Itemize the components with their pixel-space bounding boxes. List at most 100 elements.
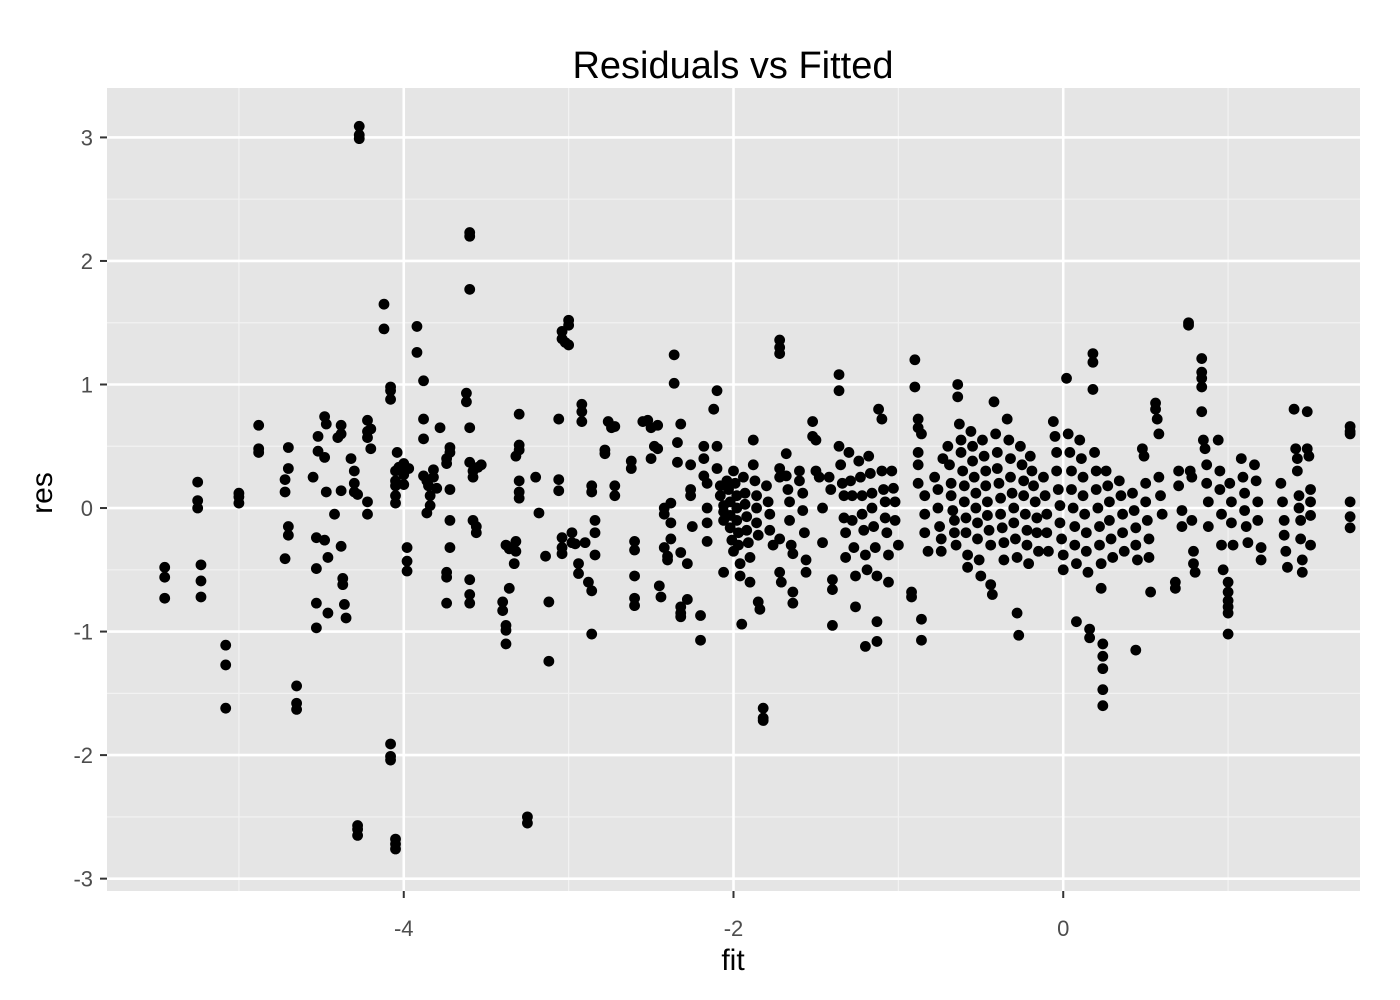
data-point xyxy=(846,490,858,502)
data-point xyxy=(353,133,365,145)
data-point xyxy=(1202,496,1214,508)
data-point xyxy=(1013,629,1025,641)
data-point xyxy=(774,463,786,474)
data-point xyxy=(916,428,927,440)
data-point xyxy=(1250,475,1262,487)
data-point xyxy=(1130,522,1142,534)
data-point xyxy=(751,490,762,502)
data-point xyxy=(1011,607,1023,619)
data-point xyxy=(1235,453,1247,465)
data-point xyxy=(1057,564,1069,576)
data-point xyxy=(1117,508,1128,520)
data-point xyxy=(1104,514,1115,526)
data-point xyxy=(708,403,720,415)
data-points xyxy=(159,120,1356,855)
data-point xyxy=(1130,539,1142,551)
data-point xyxy=(441,571,453,583)
data-point xyxy=(1041,527,1053,539)
data-point xyxy=(1005,453,1016,465)
data-point xyxy=(579,537,591,549)
data-point xyxy=(737,471,749,483)
data-point xyxy=(500,624,512,636)
data-point xyxy=(1097,650,1109,662)
data-point xyxy=(658,542,670,553)
data-point xyxy=(385,754,396,766)
data-point xyxy=(1275,477,1287,489)
data-point xyxy=(850,570,861,582)
data-point xyxy=(1227,539,1239,551)
data-point xyxy=(1057,549,1069,561)
data-point xyxy=(866,502,878,514)
data-point xyxy=(871,636,883,647)
data-point xyxy=(1052,484,1064,495)
data-point xyxy=(1293,490,1305,502)
data-point xyxy=(949,527,960,539)
data-point xyxy=(916,613,927,625)
data-point xyxy=(563,339,575,351)
y-tick-label: -1 xyxy=(73,620,93,645)
data-point xyxy=(566,527,578,539)
x-tick-label: -2 xyxy=(724,916,744,941)
data-point xyxy=(672,456,683,468)
data-point xyxy=(1071,558,1082,570)
data-point xyxy=(335,485,347,497)
data-point xyxy=(1097,638,1109,650)
data-point xyxy=(1097,684,1109,696)
y-tick-label: -2 xyxy=(73,743,93,768)
data-point xyxy=(863,450,875,462)
data-point xyxy=(1173,465,1185,477)
data-point xyxy=(345,453,357,465)
data-point xyxy=(282,529,294,541)
x-tick-label: -4 xyxy=(394,916,414,941)
data-point xyxy=(1278,529,1290,541)
data-point xyxy=(444,442,456,453)
data-point xyxy=(836,477,848,489)
data-point xyxy=(871,616,883,628)
data-point xyxy=(879,496,891,508)
data-point xyxy=(391,447,403,458)
data-point xyxy=(1105,533,1117,545)
data-point xyxy=(1305,539,1316,551)
data-point xyxy=(282,521,294,532)
data-point xyxy=(827,619,838,631)
data-point xyxy=(1069,521,1081,532)
data-point xyxy=(945,477,957,489)
data-point xyxy=(1249,459,1260,471)
data-point xyxy=(774,566,786,578)
data-point xyxy=(1087,356,1099,368)
data-point xyxy=(390,843,401,855)
y-tick-label: 0 xyxy=(81,496,93,521)
data-point xyxy=(423,480,434,492)
data-point xyxy=(653,580,665,592)
data-point xyxy=(833,440,845,452)
y-tick-label: 1 xyxy=(81,372,93,397)
data-point xyxy=(378,298,390,310)
data-point xyxy=(798,527,810,539)
data-point xyxy=(1071,616,1082,628)
data-point xyxy=(711,463,723,474)
data-point xyxy=(503,582,515,594)
data-point xyxy=(1173,480,1185,492)
data-point xyxy=(919,508,931,520)
data-point xyxy=(909,354,921,366)
data-point xyxy=(444,484,456,495)
data-point xyxy=(728,465,739,477)
data-point xyxy=(797,505,809,516)
data-point xyxy=(1295,514,1307,526)
data-point xyxy=(1019,508,1031,520)
data-point xyxy=(972,533,983,545)
data-point xyxy=(1087,384,1099,395)
data-point xyxy=(967,455,978,467)
data-point xyxy=(975,570,987,582)
data-point xyxy=(322,607,334,619)
data-point xyxy=(734,570,746,582)
data-point xyxy=(1240,521,1252,532)
data-point xyxy=(1217,564,1229,576)
data-point xyxy=(1151,413,1163,425)
data-point xyxy=(1006,487,1018,499)
data-point xyxy=(279,553,291,565)
data-point xyxy=(625,463,637,474)
data-point xyxy=(1212,434,1224,446)
data-point xyxy=(744,552,756,563)
data-point xyxy=(1066,465,1077,477)
